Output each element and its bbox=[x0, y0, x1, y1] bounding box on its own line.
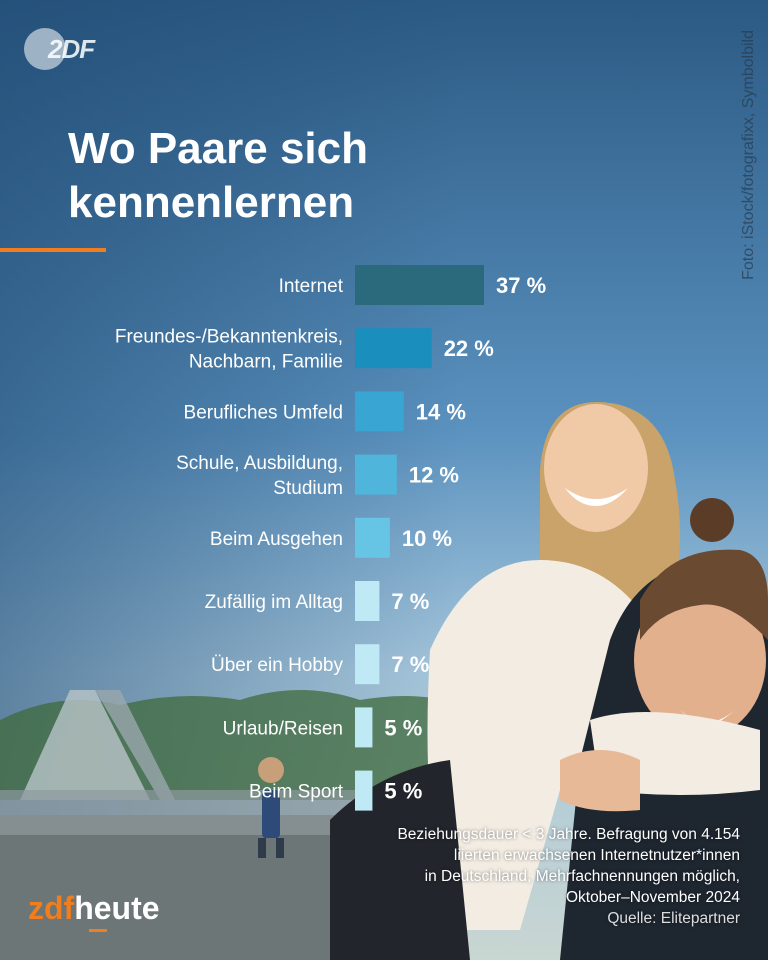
category-label-3-1: Studium bbox=[273, 478, 343, 499]
category-label-5-0: Zufällig im Alltag bbox=[205, 592, 343, 613]
category-label-7-0: Urlaub/Reisen bbox=[223, 718, 343, 739]
bar-3 bbox=[355, 454, 397, 495]
footnote-line-2: liierten erwachsenen Internetnutzer*inne… bbox=[453, 847, 740, 864]
value-label-3: 12 % bbox=[409, 463, 459, 488]
bar-1 bbox=[355, 328, 432, 369]
brand-logo: zdfheute bbox=[28, 890, 160, 927]
category-label-1-0: Freundes-/Bekanntenkreis, bbox=[115, 327, 343, 348]
value-label-0: 37 % bbox=[496, 273, 546, 298]
value-label-2: 14 % bbox=[416, 399, 466, 424]
footnote: Beziehungsdauer < 3 Jahre. Befragung von… bbox=[310, 824, 740, 929]
footnote-line-1: Beziehungsdauer < 3 Jahre. Befragung von… bbox=[397, 826, 740, 843]
category-label-4-0: Beim Ausgehen bbox=[210, 529, 343, 550]
bar-6 bbox=[355, 644, 380, 685]
value-label-6: 7 % bbox=[391, 652, 429, 677]
category-label-1-1: Nachbarn, Familie bbox=[189, 352, 343, 373]
footnote-line-3: in Deutschland, Mehrfachnennungen möglic… bbox=[424, 868, 740, 885]
value-label-1: 22 % bbox=[444, 336, 494, 361]
brand-heute: heute bbox=[74, 890, 160, 926]
value-label-7: 5 % bbox=[384, 715, 422, 740]
category-label-2-0: Berufliches Umfeld bbox=[184, 402, 343, 423]
category-label-6-0: Über ein Hobby bbox=[211, 655, 344, 676]
bar-2 bbox=[355, 391, 404, 432]
logo-circle-icon bbox=[24, 28, 66, 70]
value-label-4: 10 % bbox=[402, 526, 452, 551]
bar-5 bbox=[355, 581, 380, 621]
bar-chart: 37 % Internet 22 % Freundes-/Bekanntenkreis… bbox=[115, 265, 546, 811]
brand-underline bbox=[89, 929, 107, 932]
footnote-line-4: Oktober–November 2024 bbox=[565, 889, 740, 906]
accent-line bbox=[0, 248, 106, 252]
bar-8 bbox=[355, 770, 373, 811]
title-line-1: Wo Paare sich bbox=[68, 124, 368, 173]
bar-0 bbox=[355, 265, 484, 305]
logo-text: 2DF bbox=[48, 34, 95, 64]
value-label-8: 5 % bbox=[384, 779, 422, 804]
footnote-source: Quelle: Elitepartner bbox=[607, 910, 740, 927]
title-line-2: kennenlernen bbox=[68, 178, 355, 227]
brand-zdf: zdf bbox=[28, 890, 75, 926]
category-label-0-0: Internet bbox=[279, 276, 344, 297]
category-label-8-0: Beim Sport bbox=[249, 782, 344, 803]
zdf-logo: 2DF bbox=[24, 28, 100, 70]
page-title: Wo Paare sich kennenlernen bbox=[68, 122, 488, 230]
bar-4 bbox=[355, 517, 390, 558]
bar-7 bbox=[355, 707, 373, 748]
category-label-3-0: Schule, Ausbildung, bbox=[176, 453, 343, 474]
value-label-5: 7 % bbox=[391, 589, 429, 614]
